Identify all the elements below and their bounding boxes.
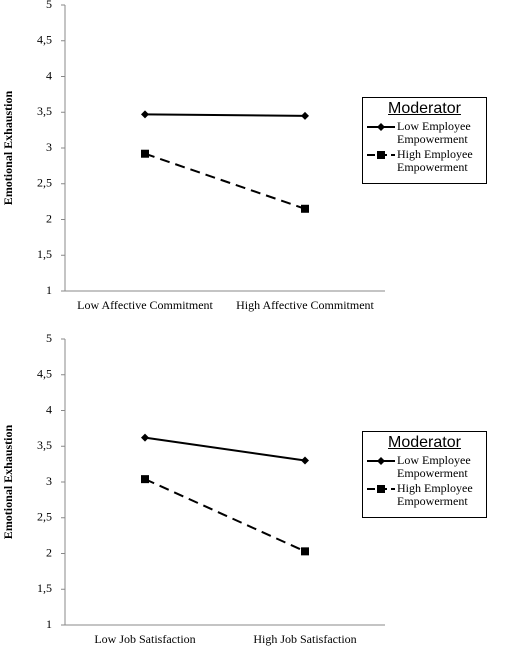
legend-title: Moderator (388, 100, 461, 117)
y-tick-label: 3,5 (37, 438, 52, 452)
series-line (144, 113, 306, 117)
series-line (144, 478, 306, 553)
legend-item: Low Employee Empowerment (363, 454, 486, 480)
legend-swatch (367, 123, 395, 131)
y-tick-label: 2 (46, 545, 52, 559)
y-tick-label: 2,5 (37, 176, 52, 190)
y-tick-label: 1 (46, 283, 52, 297)
y-tick-label: 3 (46, 140, 52, 154)
legend-label: High Employee Empowerment (397, 481, 473, 508)
marker (141, 433, 149, 442)
legend-item: High Employee Empowerment (363, 482, 486, 508)
y-tick-label: 1,5 (37, 581, 52, 595)
marker (377, 485, 385, 493)
y-axis-label: Emotional Exhaustion (1, 90, 15, 205)
y-tick-label: 4,5 (37, 33, 52, 47)
y-tick-label: 3,5 (37, 104, 52, 118)
legend: Moderator Low Employee Empowerment High Em… (362, 97, 487, 184)
series-line (144, 436, 306, 462)
y-tick-label: 2 (46, 211, 52, 225)
y-tick-label: 1,5 (37, 247, 52, 261)
legend-label: High Employee Empowerment (397, 147, 473, 174)
marker (301, 547, 309, 556)
legend-label: Low Employee Empowerment (397, 453, 471, 480)
marker (141, 110, 149, 119)
legend-item: High Employee Empowerment (363, 148, 486, 174)
legend-swatch (367, 457, 395, 465)
marker (301, 111, 309, 120)
y-tick-label: 1 (46, 617, 52, 631)
marker (301, 456, 309, 465)
legend-swatch (367, 151, 395, 159)
legend-item: Low Employee Empowerment (363, 120, 486, 146)
y-tick-label: 5 (46, 0, 52, 11)
y-tick-label: 4 (46, 402, 52, 416)
legend-swatch (367, 485, 395, 493)
marker (301, 204, 309, 213)
legend-title: Moderator (388, 434, 461, 451)
x-tick-label: Low Job Satisfaction (94, 632, 195, 646)
y-tick-label: 4,5 (37, 367, 52, 381)
y-tick-label: 5 (46, 331, 52, 345)
x-tick-label: Low Affective Commitment (77, 298, 213, 312)
legend-label: Low Employee Empowerment (397, 119, 471, 146)
marker (141, 149, 149, 158)
y-tick-label: 3 (46, 474, 52, 488)
x-tick-label: High Job Satisfaction (253, 632, 356, 646)
y-tick-label: 2,5 (37, 510, 52, 524)
y-tick-label: 4 (46, 68, 52, 82)
x-tick-label: High Affective Commitment (236, 298, 374, 312)
marker (141, 475, 149, 484)
marker (377, 457, 385, 465)
marker (377, 123, 385, 131)
y-axis-label: Emotional Exhaustion (1, 424, 15, 539)
marker (377, 151, 385, 159)
series-line (144, 152, 306, 210)
legend: Moderator Low Employee Empowerment High Em… (362, 431, 487, 518)
